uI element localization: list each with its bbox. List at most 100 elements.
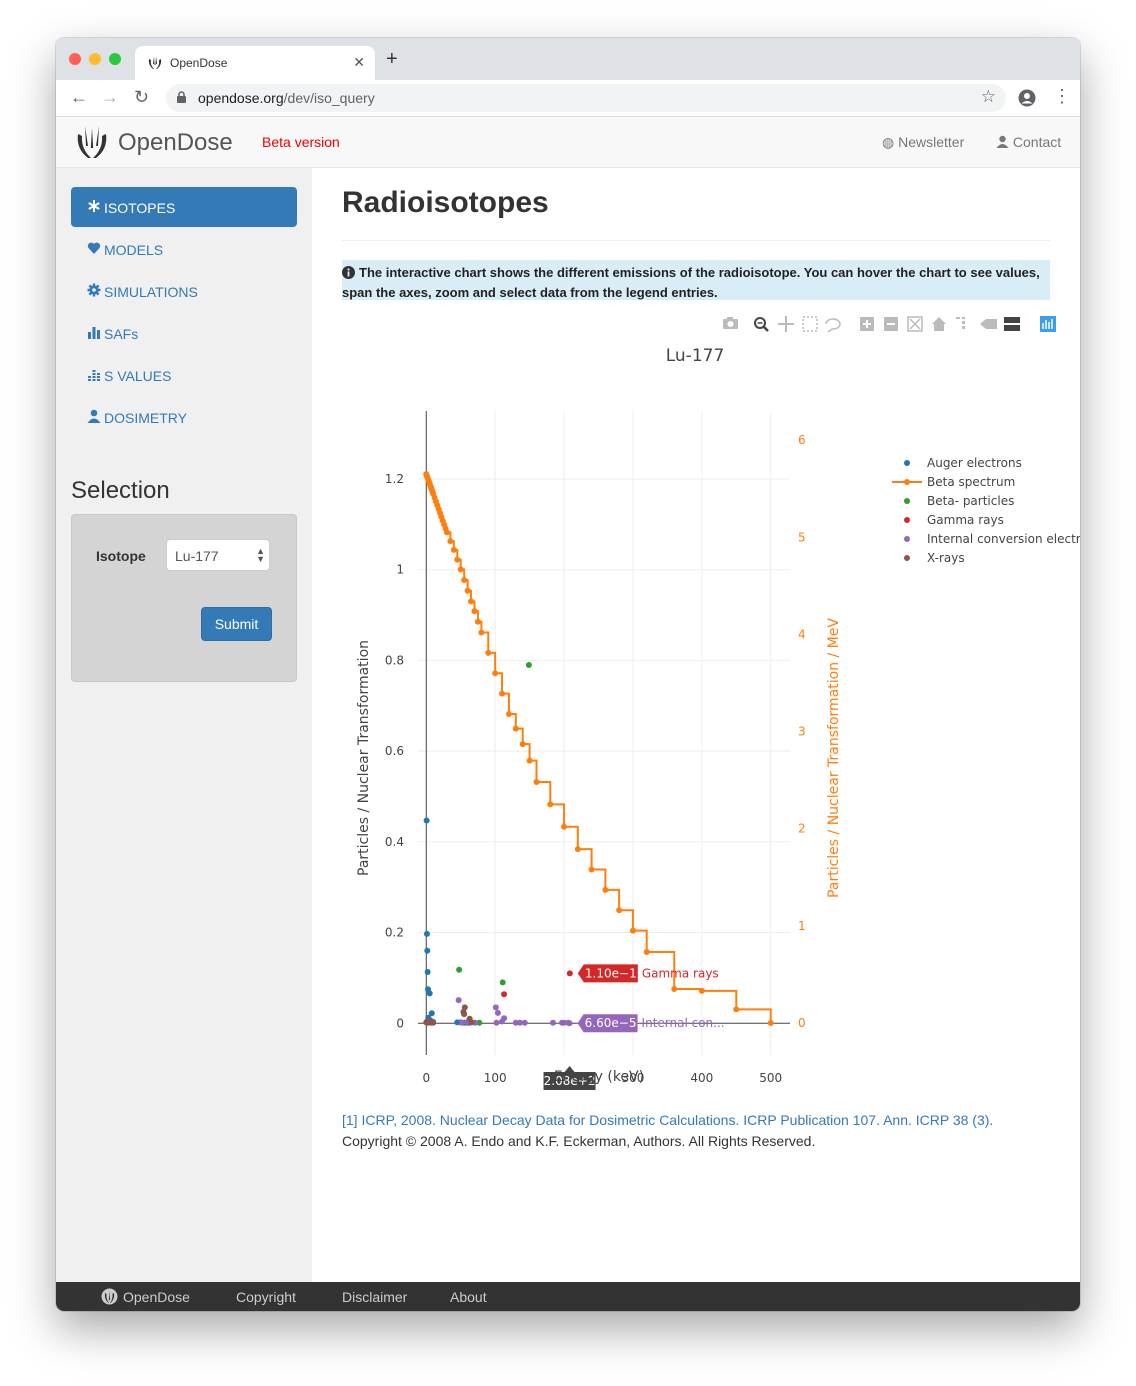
data-point[interactable] [456,966,463,973]
data-point[interactable] [464,587,471,594]
data-point[interactable] [501,991,508,998]
data-point[interactable] [461,1011,468,1018]
data-point[interactable] [485,649,492,656]
pan-icon[interactable] [778,316,794,332]
data-point[interactable] [533,779,540,786]
data-point[interactable] [471,608,478,615]
back-icon[interactable]: ← [70,87,88,107]
close-window-button[interactable] [69,53,81,65]
maximize-window-button[interactable] [109,53,121,65]
lasso-select-icon[interactable] [825,318,841,333]
legend-item[interactable]: X-rays [904,551,965,565]
newsletter-link[interactable]: ◍ Newsletter [882,134,964,151]
data-point[interactable] [499,690,506,697]
opendose-logo-icon[interactable] [76,124,108,160]
reset-axes-home-icon[interactable] [932,317,946,331]
data-point[interactable] [476,1019,483,1026]
bookmark-star-icon[interactable]: ☆ [980,87,996,106]
data-point[interactable] [468,1019,475,1026]
radioisotope-chart[interactable]: Lu-177 010020030040050000.20.40.60.811.2… [312,338,1080,1098]
zoom-in-icon[interactable] [860,317,874,331]
new-tab-icon[interactable]: + [386,48,398,70]
footer-brand[interactable]: OpenDose [123,1289,190,1305]
legend-item[interactable]: Gamma rays [904,513,1004,527]
sidebar-item-dosimetry[interactable]: DOSIMETRY [71,397,297,437]
sidebar-item-safs[interactable]: SAFs [71,313,297,353]
data-point[interactable] [550,1019,557,1026]
data-point[interactable] [767,1019,774,1026]
reload-icon[interactable]: ↻ [134,87,150,107]
data-point[interactable] [616,907,623,914]
footer-link-copyright[interactable]: Copyright [236,1289,296,1305]
legend-item[interactable]: Beta spectrum [892,475,1015,489]
data-point[interactable] [494,1009,501,1016]
data-point[interactable] [698,987,705,994]
profile-icon[interactable] [1018,89,1036,107]
data-point[interactable] [461,577,468,584]
data-point[interactable] [519,741,526,748]
browser-tab[interactable]: OpenDose ✕ [135,46,375,80]
data-point[interactable] [492,670,499,677]
data-point[interactable] [455,997,462,1004]
spike-lines-icon[interactable] [956,317,965,329]
data-point[interactable] [525,661,532,668]
submit-button[interactable]: Submit [201,607,272,641]
plotly-logo-icon[interactable] [1040,316,1056,332]
opendose-logo-icon[interactable] [101,1288,118,1305]
data-point[interactable] [733,1006,740,1013]
isotope-select[interactable]: Lu-177 ▲ ▼ [166,539,270,571]
reference-link[interactable]: [1] ICRP, 2008. Nuclear Decay Data for D… [342,1112,994,1128]
sidebar-item-models[interactable]: MODELS [71,229,297,269]
data-point[interactable] [561,1019,568,1026]
data-point[interactable] [443,529,450,536]
data-point[interactable] [478,629,485,636]
minimize-window-button[interactable] [89,53,101,65]
data-point[interactable] [566,1020,573,1027]
sidebar-item-s-values[interactable]: S VALUES [71,355,297,395]
sidebar-item-simulations[interactable]: SIMULATIONS [71,271,297,311]
footer-link-about[interactable]: About [450,1289,487,1305]
zoom-out-icon[interactable] [884,317,898,331]
contact-link[interactable]: Contact [996,134,1061,150]
autoscale-icon[interactable] [907,316,923,332]
url-field[interactable]: opendose.org/dev/iso_query ☆ [166,84,1006,112]
brand-name[interactable]: OpenDose [118,129,233,156]
data-point[interactable] [474,618,481,625]
data-point[interactable] [671,985,678,992]
data-point[interactable] [428,1010,435,1017]
data-point[interactable] [547,801,554,808]
data-point[interactable] [424,947,431,954]
data-point[interactable] [643,949,650,956]
data-point[interactable] [426,990,433,997]
data-point[interactable] [493,1019,500,1026]
data-point[interactable] [501,1015,508,1022]
data-point[interactable] [602,886,609,893]
tab-close-icon[interactable]: ✕ [353,54,365,70]
data-point[interactable] [459,1019,466,1026]
data-point[interactable] [505,711,512,718]
data-point[interactable] [468,598,475,605]
data-point[interactable] [424,969,431,976]
hover-closest-icon[interactable] [980,319,997,329]
data-point[interactable] [461,1004,468,1011]
data-point[interactable] [457,566,464,573]
camera-icon[interactable] [723,317,738,329]
data-point[interactable] [629,927,636,934]
data-point[interactable] [454,556,461,563]
data-point[interactable] [447,538,454,545]
data-point[interactable] [561,823,568,830]
sidebar-item-isotopes[interactable]: ISOTOPES [71,187,297,227]
legend-item[interactable]: Auger electrons [904,456,1022,470]
zoom-icon[interactable] [754,317,769,332]
data-point[interactable] [566,970,573,977]
box-select-icon[interactable] [802,316,818,332]
data-point[interactable] [499,979,506,986]
legend-item[interactable]: Internal conversion electrons [904,532,1080,546]
forward-icon[interactable]: → [101,87,119,107]
data-point[interactable] [574,846,581,853]
data-point[interactable] [512,725,519,732]
footer-link-disclaimer[interactable]: Disclaimer [342,1289,408,1305]
data-point[interactable] [588,866,595,873]
data-point[interactable] [521,1019,528,1026]
data-point[interactable] [526,757,533,764]
